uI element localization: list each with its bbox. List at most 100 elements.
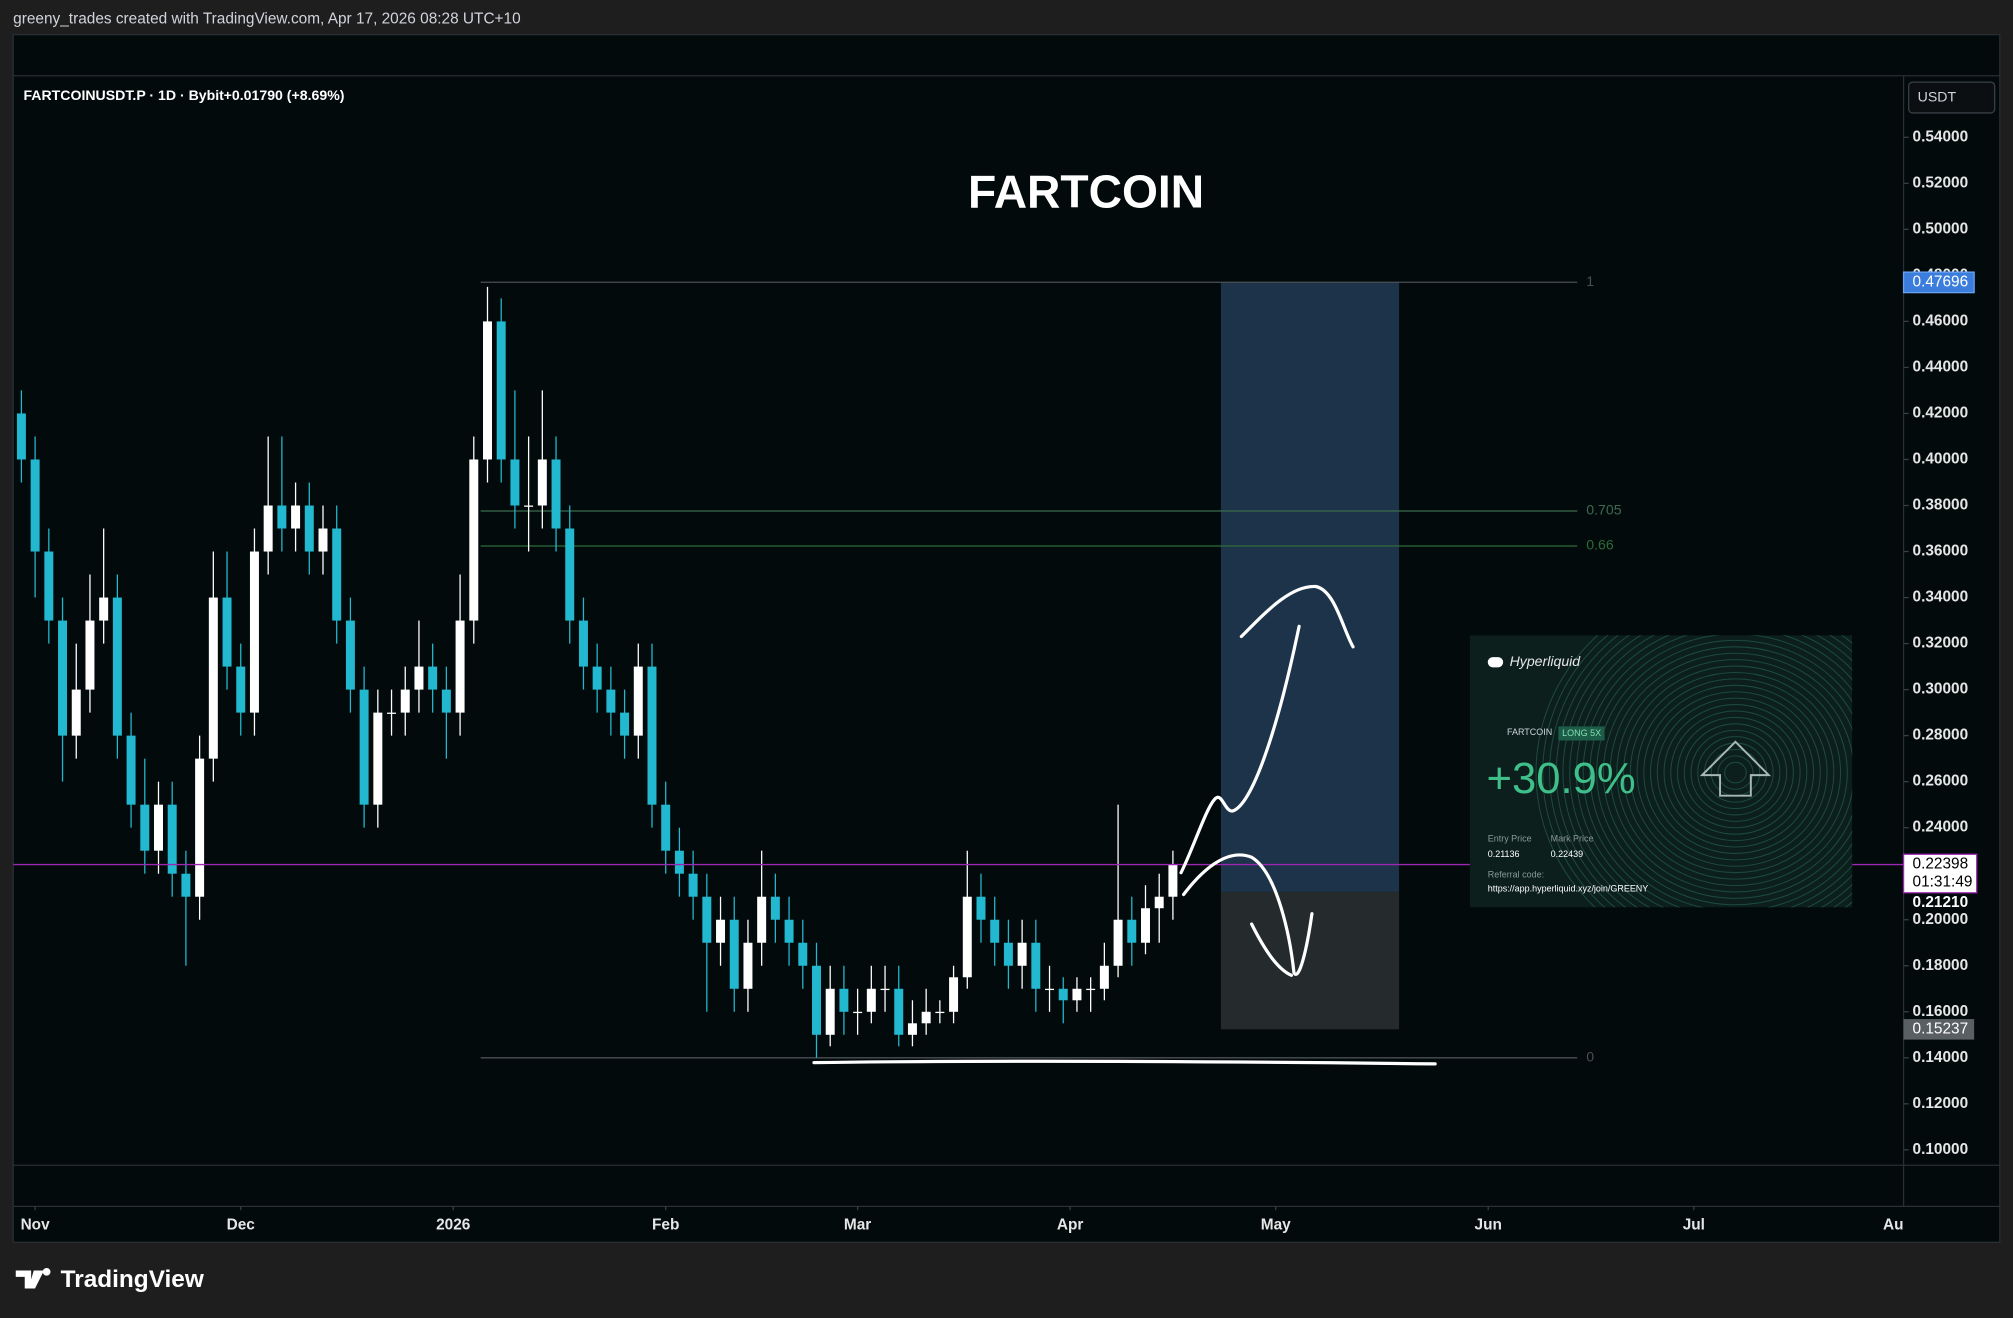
card-ring (1643, 684, 1828, 861)
candle-body (880, 988, 890, 991)
chart-title: FARTCOIN (968, 165, 1204, 217)
candle-body (990, 919, 1000, 943)
x-tick-label: May (1261, 1217, 1291, 1234)
last-price-tag-label: 0.22398 (1913, 856, 1969, 873)
candle-body (962, 896, 972, 978)
up-stroke (1179, 624, 1301, 875)
y-tick-label: 0.24000 (1913, 819, 1969, 836)
card-arrow (1699, 740, 1772, 797)
card-ring (1535, 635, 1599, 908)
mark-price: 0.22439 (1551, 849, 1583, 859)
candle-body (1003, 942, 1013, 966)
candle-body (949, 977, 959, 1012)
candle-body (784, 919, 794, 943)
credit: greeny_trades created with TradingView.c… (13, 10, 520, 27)
x-axis: Nov Dec 2026 Feb Mar Apr May Jun Jul Au (21, 1206, 1904, 1234)
candle-body (1086, 988, 1096, 991)
candle-body (400, 689, 410, 713)
candle-body (469, 459, 479, 621)
side-badge (1558, 726, 1605, 741)
candle-body (894, 988, 904, 1035)
card-ring (1724, 761, 1747, 784)
entry-tag-label: 0.21210 (1913, 894, 1969, 911)
card-ring (1562, 635, 1853, 908)
candle-body (716, 919, 726, 943)
candle-body (1168, 864, 1178, 897)
side: LONG 5X (1562, 728, 1601, 738)
change: +0.01790 (+8.69%) (224, 87, 345, 103)
x-tick-label: Au (1883, 1217, 1904, 1234)
candle-body (606, 689, 616, 713)
card-ring (1656, 697, 1815, 848)
target-tag-label: 0.47696 (1913, 273, 1969, 290)
last-price-tag (1902, 853, 1978, 894)
candle-body (757, 896, 767, 943)
stop-tag (1903, 1019, 1975, 1040)
candle-body (318, 528, 328, 552)
candle-body (332, 528, 342, 621)
card-ring (1717, 755, 1754, 790)
candle-body (688, 873, 698, 897)
currency-button[interactable] (1908, 81, 1996, 114)
card-ring (1589, 635, 1853, 908)
y-tick-label: 0.36000 (1913, 543, 1969, 560)
card-ring (1676, 716, 1794, 829)
candle-body (30, 459, 40, 552)
candle-body (195, 758, 205, 897)
candle-body (770, 896, 780, 920)
candle-body (373, 712, 383, 805)
y-tick-label: 0.50000 (1913, 220, 1969, 237)
candle-body (551, 459, 561, 529)
fib-label: 0 (1586, 1049, 1594, 1065)
currency[interactable]: USDT (1918, 88, 1957, 104)
candle-body (154, 804, 163, 851)
card-ring (1555, 635, 1853, 908)
y-tick-label: 0.54000 (1913, 128, 1969, 145)
candle-body (565, 528, 575, 621)
up-arrowhead (1239, 584, 1355, 649)
y-tick-label: 0.18000 (1913, 957, 1969, 974)
candle-body (140, 804, 150, 851)
candle-body (812, 965, 821, 1035)
x-tick-label: Feb (652, 1217, 679, 1234)
candle-body (496, 321, 506, 460)
candle-body (126, 735, 136, 805)
pnl-card (1469, 635, 1853, 908)
card-ring (1697, 736, 1774, 810)
x-tick-label: Dec (227, 1217, 256, 1234)
candle-body (291, 505, 301, 529)
candle-body (853, 1011, 863, 1014)
candle-body (839, 988, 849, 1012)
plot-area: 1 0.705 0.66 0 (13, 273, 1904, 1065)
countdown: 01:31:49 (1913, 874, 1973, 891)
candle-body (702, 896, 712, 943)
candle-body (236, 666, 246, 713)
candle-body (359, 689, 369, 805)
down-stroke (1181, 853, 1314, 976)
candle-body (71, 689, 81, 736)
symbol: FARTCOINUSDT.P · 1D · Bybit (23, 87, 224, 103)
referral-label: Referral code: (1488, 870, 1544, 880)
entry-price: 0.21136 (1488, 849, 1520, 859)
x-tick-label: Nov (21, 1217, 51, 1234)
card-ring (1582, 635, 1853, 908)
candle-body (249, 551, 259, 713)
support-stroke (812, 1059, 1437, 1066)
x-tick-label: Apr (1057, 1217, 1084, 1234)
candle-body (524, 505, 534, 507)
y-tick-label: 0.26000 (1913, 773, 1969, 790)
y-tick-label: 0.38000 (1913, 497, 1969, 514)
x-tick-label: 2026 (436, 1217, 470, 1234)
y-tick-label: 0.34000 (1913, 589, 1969, 606)
candle-body (208, 597, 218, 759)
candle-body (44, 551, 54, 621)
candle-body (1017, 942, 1027, 966)
fib-label: 0.705 (1586, 502, 1621, 518)
candle-body (455, 620, 465, 713)
brand: Hyperliquid (1510, 653, 1582, 669)
y-tick-label: 0.46000 (1913, 312, 1969, 329)
y-tick-label: 0.28000 (1913, 727, 1969, 744)
card-ring (1650, 691, 1821, 854)
